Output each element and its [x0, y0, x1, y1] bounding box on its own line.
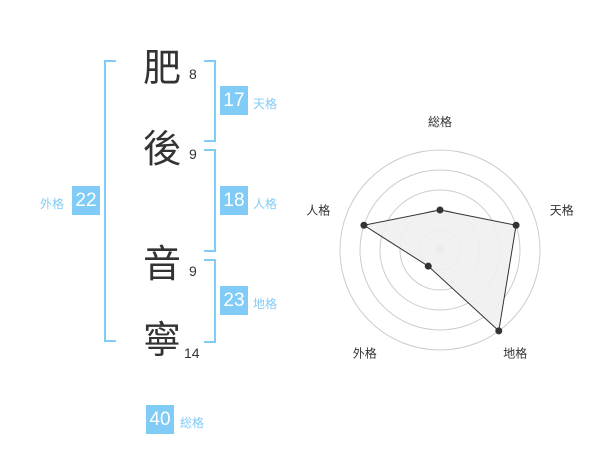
gaikaku-label: 外格: [40, 197, 65, 211]
radar-area: [362, 209, 517, 332]
jinkaku-label: 人格: [253, 197, 278, 211]
stroke-count-3: 9: [189, 263, 197, 279]
radar-ring: [359, 169, 521, 331]
radar-point-1: [436, 206, 444, 214]
jinkaku-value: 18: [220, 186, 248, 215]
tenkaku-bracket: [204, 60, 216, 142]
radar-axis-label: 外格: [353, 346, 377, 361]
stroke-count-2: 9: [189, 146, 197, 162]
chikaku-value: 23: [220, 286, 248, 315]
chikaku-label: 地格: [253, 297, 278, 311]
gaikaku-bracket: [104, 60, 116, 342]
radar-point-3: [495, 327, 503, 335]
soukaku-label: 総格: [180, 416, 205, 430]
radar-ring: [339, 149, 541, 351]
radar-point-5: [360, 221, 368, 229]
stroke-count-4: 14: [184, 345, 200, 361]
radar-axis-label: 人格: [306, 202, 330, 217]
name-char-4: 寧: [142, 318, 181, 362]
gaikaku-value: 22: [72, 186, 100, 215]
radar-axis-label: 地格: [503, 346, 527, 361]
radar-point-2: [512, 221, 520, 229]
radar-axis-label: 天格: [550, 202, 574, 217]
tenkaku-label: 天格: [253, 97, 278, 111]
name-char-3: 音: [142, 242, 181, 286]
radar-point-4: [424, 262, 432, 270]
soukaku-value: 40: [146, 405, 174, 434]
name-char-1: 肥: [142, 46, 181, 90]
radar-axis-label: 総格: [428, 114, 452, 129]
name-char-2: 後: [142, 127, 181, 171]
jinkaku-bracket: [204, 149, 216, 252]
stroke-count-1: 8: [189, 66, 197, 82]
tenkaku-value: 17: [220, 86, 248, 115]
chikaku-bracket: [204, 259, 216, 343]
